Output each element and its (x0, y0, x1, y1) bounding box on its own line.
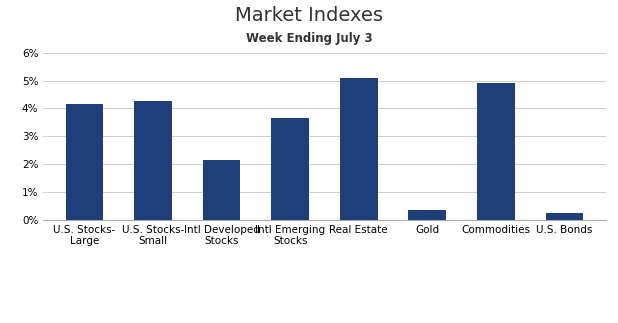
Bar (271, 118, 309, 220)
Bar (340, 78, 378, 220)
Bar (408, 210, 446, 220)
Bar (203, 160, 240, 220)
Text: Market Indexes: Market Indexes (235, 6, 383, 26)
Text: Week Ending July 3: Week Ending July 3 (246, 32, 372, 45)
Bar (134, 101, 172, 220)
Bar (477, 83, 515, 220)
Bar (546, 213, 583, 220)
Bar (66, 104, 103, 220)
